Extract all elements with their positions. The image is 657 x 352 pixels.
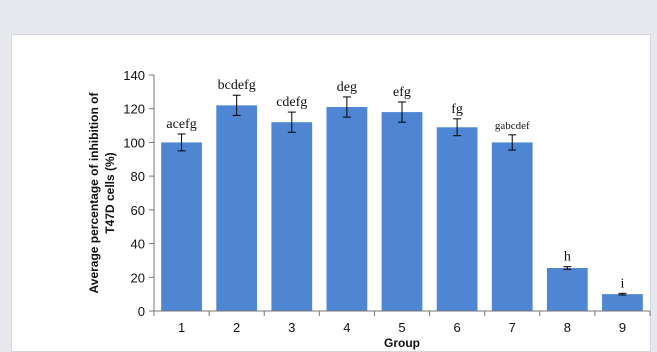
significance-label-group-9: i (620, 276, 624, 291)
y-tick-label: 40 (131, 237, 145, 252)
error-bar-group-9 (618, 292, 627, 296)
x-tick-label: 3 (288, 320, 295, 335)
bar-group-1 (161, 142, 202, 311)
error-bar-group-6 (453, 118, 462, 137)
significance-label-group-3: cdefg (276, 95, 307, 110)
bar-group-2 (216, 105, 258, 311)
x-tick-label: 6 (453, 320, 460, 335)
significance-label-group-2: bcdefg (218, 78, 256, 93)
x-tick-label: 5 (398, 320, 405, 335)
x-tick-label: 4 (343, 320, 350, 335)
y-tick-label: 80 (131, 169, 145, 184)
x-tick-label: 9 (619, 320, 626, 335)
bar-group-9 (602, 294, 643, 311)
x-tick-label: 7 (509, 320, 516, 335)
y-tick-label: 100 (123, 135, 145, 150)
x-tick-label: 2 (233, 320, 240, 335)
significance-label-group-1: acefg (166, 117, 196, 132)
y-axis-title-line-1: Average percentage of inhibition of (87, 92, 101, 294)
significance-label-group-4: deg (337, 80, 357, 95)
significance-labels: acefg bcdefg cdefg deg efg fg gabcdef h i (166, 78, 624, 291)
bar-group-4 (326, 107, 368, 312)
significance-label-group-8: h (564, 250, 571, 265)
bar-group-5 (381, 112, 423, 311)
significance-label-group-7: gabcdef (495, 120, 530, 132)
error-bar-group-5 (398, 101, 406, 123)
bar-group-8 (546, 268, 588, 311)
y-tick-label: 120 (123, 102, 145, 117)
y-tick-label: 0 (138, 304, 145, 319)
bars (161, 105, 643, 312)
x-tick-label: 1 (178, 320, 185, 335)
error-bar-group-1 (177, 133, 186, 152)
x-tick-label: 8 (564, 320, 571, 335)
error-bar-group-7 (508, 134, 517, 151)
y-tick-label: 20 (131, 270, 145, 285)
bar-group-6 (436, 127, 478, 311)
bar-group-3 (271, 122, 313, 311)
error-bar-group-8 (563, 266, 572, 270)
y-tick-label: 60 (131, 203, 145, 218)
error-bar-group-2 (232, 94, 241, 116)
error-bar-group-3 (287, 111, 296, 133)
axes: 1 2 3 4 5 6 7 8 9 0 20 40 60 80 100 120 140 (123, 68, 651, 335)
significance-label-group-6: fg (451, 102, 463, 117)
y-axis-title-line-2: T47D cells (%) (103, 152, 117, 233)
significance-label-group-5: efg (393, 85, 411, 100)
bar-group-7 (491, 142, 533, 311)
error-bar-group-4 (342, 96, 351, 118)
error-bars (177, 94, 627, 296)
x-axis-title: Group (384, 336, 420, 350)
y-tick-label: 140 (123, 68, 145, 83)
